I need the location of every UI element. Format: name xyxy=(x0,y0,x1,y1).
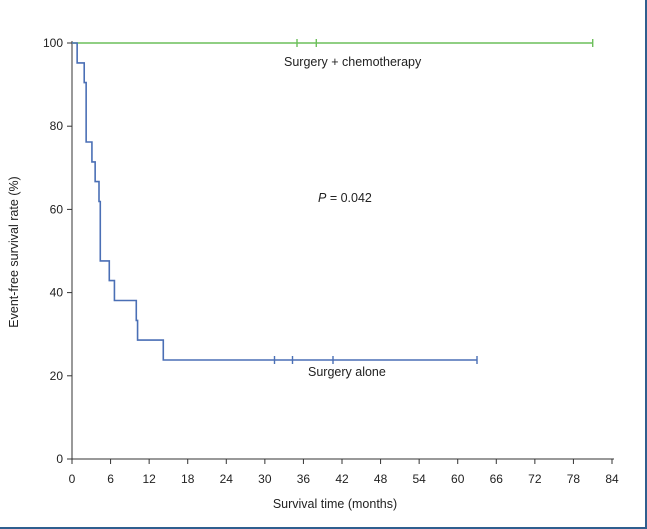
p-value-text: = 0.042 xyxy=(326,191,372,205)
x-tick-label: 30 xyxy=(258,472,272,486)
x-tick-label: 18 xyxy=(181,472,195,486)
x-tick-label: 72 xyxy=(528,472,542,486)
x-axis-label: Survival time (months) xyxy=(273,497,397,511)
x-tick-label: 84 xyxy=(605,472,619,486)
p-value-annotation: P = 0.042 xyxy=(318,191,372,205)
y-axis-label: Event-free survival rate (%) xyxy=(7,176,21,327)
km-survival-chart: 0 20 40 60 80 100 0 6 12 18 24 30 36 42 48 54 60 66 72 78 8… xyxy=(0,0,647,529)
y-tick-label: 100 xyxy=(43,36,63,50)
x-tick-label: 0 xyxy=(69,472,76,486)
x-tick-label: 48 xyxy=(374,472,388,486)
x-tick-label: 6 xyxy=(107,472,114,486)
series-line-surgery-alone xyxy=(72,43,477,360)
y-tick-label: 40 xyxy=(50,286,64,300)
x-tick-label: 42 xyxy=(335,472,349,486)
label-surgery-alone: Surgery alone xyxy=(308,365,386,379)
x-axis: 0 6 12 18 24 30 36 42 48 54 60 66 72 78 84 xyxy=(69,459,619,486)
x-tick-label: 54 xyxy=(412,472,426,486)
x-tick-label: 60 xyxy=(451,472,465,486)
y-tick-label: 20 xyxy=(50,369,64,383)
y-tick-label: 60 xyxy=(50,202,64,216)
x-tick-label: 78 xyxy=(567,472,581,486)
x-tick-label: 36 xyxy=(297,472,311,486)
y-tick-label: 0 xyxy=(56,452,63,466)
x-tick-label: 66 xyxy=(490,472,504,486)
y-tick-label: 80 xyxy=(50,119,64,133)
label-surgery-chemotherapy: Surgery + chemotherapy xyxy=(284,55,422,69)
x-tick-label: 12 xyxy=(142,472,156,486)
y-axis: 0 20 40 60 80 100 xyxy=(43,36,72,466)
x-tick-label: 24 xyxy=(220,472,234,486)
